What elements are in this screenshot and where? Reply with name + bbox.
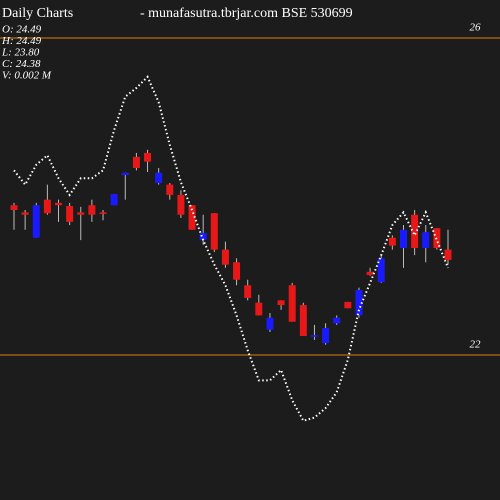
ohlcv-label: L: 23.80	[1, 47, 40, 59]
candle-body	[310, 335, 318, 337]
candle-body	[32, 205, 40, 238]
ohlcv-label: H: 24.49	[1, 35, 42, 47]
candle-body	[299, 305, 307, 336]
candle-body	[233, 262, 241, 280]
candle-body	[422, 232, 430, 249]
candle-body	[43, 199, 51, 214]
candle-body	[344, 301, 352, 309]
candle-body	[199, 232, 207, 241]
ohlcv-label: O: 24.49	[2, 24, 42, 36]
candle-body	[155, 172, 163, 184]
candle-body	[288, 285, 296, 322]
y-tick-label: 26	[470, 22, 482, 34]
candle-body	[399, 229, 407, 249]
candle-body	[266, 317, 274, 330]
candle-body	[277, 300, 285, 306]
candle-body	[366, 271, 374, 275]
candle-body	[66, 206, 74, 222]
candle-body	[210, 213, 218, 250]
candle-body	[144, 152, 152, 162]
candle-body	[333, 317, 341, 324]
candle-body	[188, 205, 196, 230]
ohlcv-label: V: 0.002 M	[2, 70, 52, 82]
candle-body	[255, 302, 263, 316]
candle-body	[77, 212, 85, 215]
ohlcv-label: C: 24.38	[2, 58, 41, 70]
candle-body	[322, 328, 330, 344]
candle-body	[132, 156, 140, 168]
candle-body	[166, 184, 174, 195]
candle-body	[88, 205, 96, 215]
candle-body	[121, 172, 129, 176]
candle-body	[377, 258, 385, 283]
candle-body	[110, 194, 118, 206]
candle-body	[177, 194, 185, 215]
candle-body	[388, 237, 396, 246]
candle-body	[444, 249, 452, 260]
candle-body	[355, 290, 363, 316]
candle-body	[99, 212, 107, 214]
y-tick-label: 22	[470, 339, 482, 351]
candle-body	[21, 212, 29, 215]
candle-body	[411, 214, 419, 249]
candle-body	[55, 202, 63, 206]
chart-subtitle: - munafasutra.tbrjar.com BSE 530699	[140, 6, 353, 21]
candle-body	[244, 285, 252, 298]
candle-body	[10, 205, 18, 210]
chart-title: Daily Charts	[2, 6, 73, 21]
candle-body	[221, 249, 229, 265]
